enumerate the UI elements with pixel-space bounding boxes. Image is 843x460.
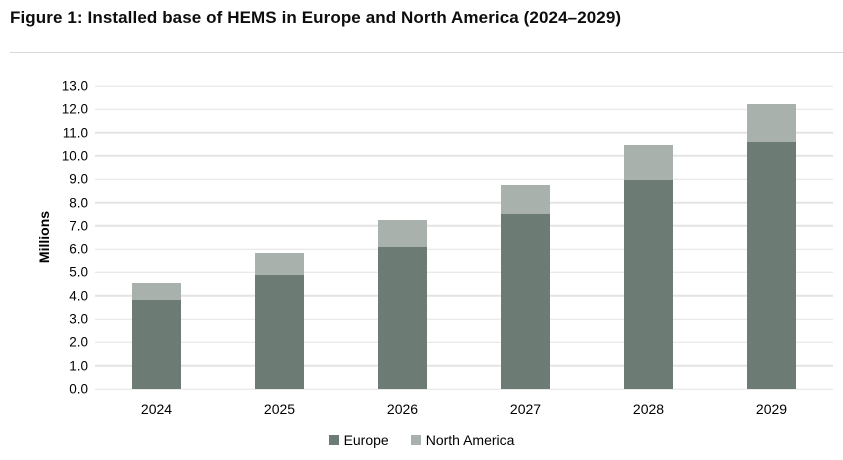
bar-2028: [587, 86, 710, 389]
gridline: [95, 201, 833, 204]
y-tick-label: 11.0: [62, 125, 88, 141]
bar-segment-north-america: [500, 185, 551, 215]
chart-panel: Millions 0.0 1.0 2.0 3.0 4.0 5.0 6.0 7.0 8.0 9.0 1…: [10, 52, 843, 460]
gridline: [95, 108, 833, 111]
y-axis-ticks: 0.0 1.0 2.0 3.0 4.0 5.0 6.0 7.0 8.0 9.0 10.0 11.0 12…: [10, 79, 88, 397]
gridline: [95, 295, 833, 297]
bar-segment-north-america: [131, 282, 182, 301]
legend: Europe North America: [10, 432, 833, 448]
y-tick-label: 6.0: [69, 241, 88, 257]
gridline: [95, 85, 833, 87]
plot-area: [95, 85, 833, 390]
gridline: [95, 271, 833, 274]
legend-label-north-america: North America: [425, 432, 515, 448]
bar-segment-north-america: [746, 103, 797, 142]
bar-segment-europe: [623, 180, 674, 389]
gridline: [95, 341, 833, 344]
y-tick-label: 0.0: [69, 381, 88, 397]
y-tick-label: 2.0: [69, 334, 88, 350]
gridline: [95, 248, 833, 250]
x-tick-label: 2027: [509, 401, 542, 417]
x-tick-label: 2024: [140, 401, 173, 417]
bar-2027: [464, 86, 587, 389]
legend-item-europe: Europe: [328, 432, 389, 448]
y-tick-label: 10.0: [61, 148, 88, 164]
bar-2026: [341, 86, 464, 389]
x-axis-labels: 2024 2025 2026 2027 2028 2029: [95, 401, 833, 417]
y-tick-label: 4.0: [69, 288, 88, 304]
bar-2025: [218, 86, 341, 389]
y-tick-label: 8.0: [69, 195, 88, 211]
bars-container: [95, 86, 833, 389]
legend-swatch-europe: [328, 435, 339, 445]
y-tick-label: 9.0: [69, 171, 88, 187]
x-tick-label: 2025: [263, 401, 296, 417]
figure-title: Figure 1: Installed base of HEMS in Euro…: [10, 8, 622, 27]
y-tick-label: 5.0: [69, 264, 88, 280]
bar-segment-north-america: [377, 220, 428, 247]
gridline: [95, 225, 833, 227]
y-tick-label: 7.0: [69, 218, 88, 234]
gridline: [95, 318, 833, 320]
gridline: [95, 155, 833, 157]
bar-segment-europe: [131, 300, 182, 389]
gridline: [95, 364, 833, 367]
x-tick-label: 2028: [632, 401, 665, 417]
gridline: [95, 388, 833, 390]
gridline: [95, 131, 833, 134]
bar-2024: [95, 86, 218, 389]
x-tick-label: 2026: [386, 401, 419, 417]
y-tick-label: 1.0: [69, 358, 88, 374]
legend-item-north-america: North America: [410, 432, 515, 448]
gridline: [95, 178, 833, 180]
legend-label-europe: Europe: [343, 432, 389, 448]
y-tick-label: 13.0: [61, 78, 88, 94]
bar-segment-north-america: [254, 252, 305, 275]
bar-segment-europe: [500, 214, 551, 389]
x-tick-label: 2029: [755, 401, 788, 417]
gridlines: [95, 85, 833, 390]
legend-swatch-north-america: [410, 435, 421, 445]
bar-segment-europe: [254, 274, 305, 389]
bar-segment-europe: [377, 246, 428, 389]
y-tick-label: 12.0: [61, 101, 88, 117]
bar-2029: [710, 86, 833, 389]
bar-segment-north-america: [623, 145, 674, 181]
y-tick-label: 3.0: [69, 311, 88, 327]
bar-segment-europe: [746, 141, 797, 389]
